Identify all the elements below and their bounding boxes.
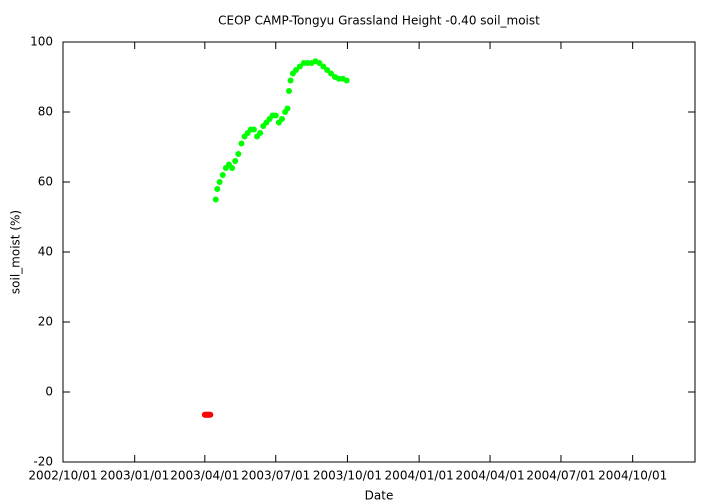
point: [219, 172, 226, 178]
x-tick-label: 2003/04/01: [170, 469, 239, 483]
point: [293, 67, 300, 73]
point: [238, 140, 245, 147]
x-tick-label: 2004/07/01: [526, 469, 595, 483]
y-axis-label: soil_moist (%): [9, 210, 23, 294]
y-tick-label: -20: [33, 455, 53, 469]
point: [316, 60, 323, 66]
x-tick-label: 2003/10/01: [313, 469, 382, 483]
y-tick-label: 40: [38, 245, 53, 259]
y-tick-label: 20: [38, 315, 53, 329]
point: [320, 63, 327, 70]
point: [287, 77, 294, 84]
plot-frame: [62, 41, 696, 463]
point: [272, 112, 279, 119]
point: [278, 116, 285, 122]
y-tick-label: 0: [45, 385, 53, 399]
x-tick-label: 2003/01/01: [100, 469, 169, 483]
y-tick-label: 80: [38, 105, 53, 119]
point: [232, 158, 239, 164]
x-tick-label: 2004/04/01: [455, 469, 524, 483]
point: [216, 179, 223, 185]
point: [212, 196, 219, 203]
point: [257, 130, 264, 136]
point: [285, 88, 292, 94]
point: [214, 186, 221, 192]
point: [235, 151, 242, 157]
x-axis-label: Date: [365, 489, 394, 503]
point: [328, 70, 335, 77]
x-tick-label: 2004/10/01: [598, 469, 667, 483]
point: [284, 105, 291, 112]
y-tick-label: 60: [38, 175, 53, 189]
point: [229, 165, 236, 171]
point: [324, 67, 331, 73]
point: [296, 63, 303, 70]
x-tick-label: 2002/10/01: [28, 469, 97, 483]
point: [250, 126, 257, 133]
chart-title: CEOP CAMP-Tongyu Grassland Height -0.40 …: [218, 14, 540, 28]
y-tick-label: 100: [30, 35, 53, 49]
point: [207, 411, 214, 418]
point: [343, 77, 350, 84]
x-tick-label: 2003/07/01: [241, 469, 310, 483]
x-tick-label: 2004/01/01: [385, 469, 454, 483]
